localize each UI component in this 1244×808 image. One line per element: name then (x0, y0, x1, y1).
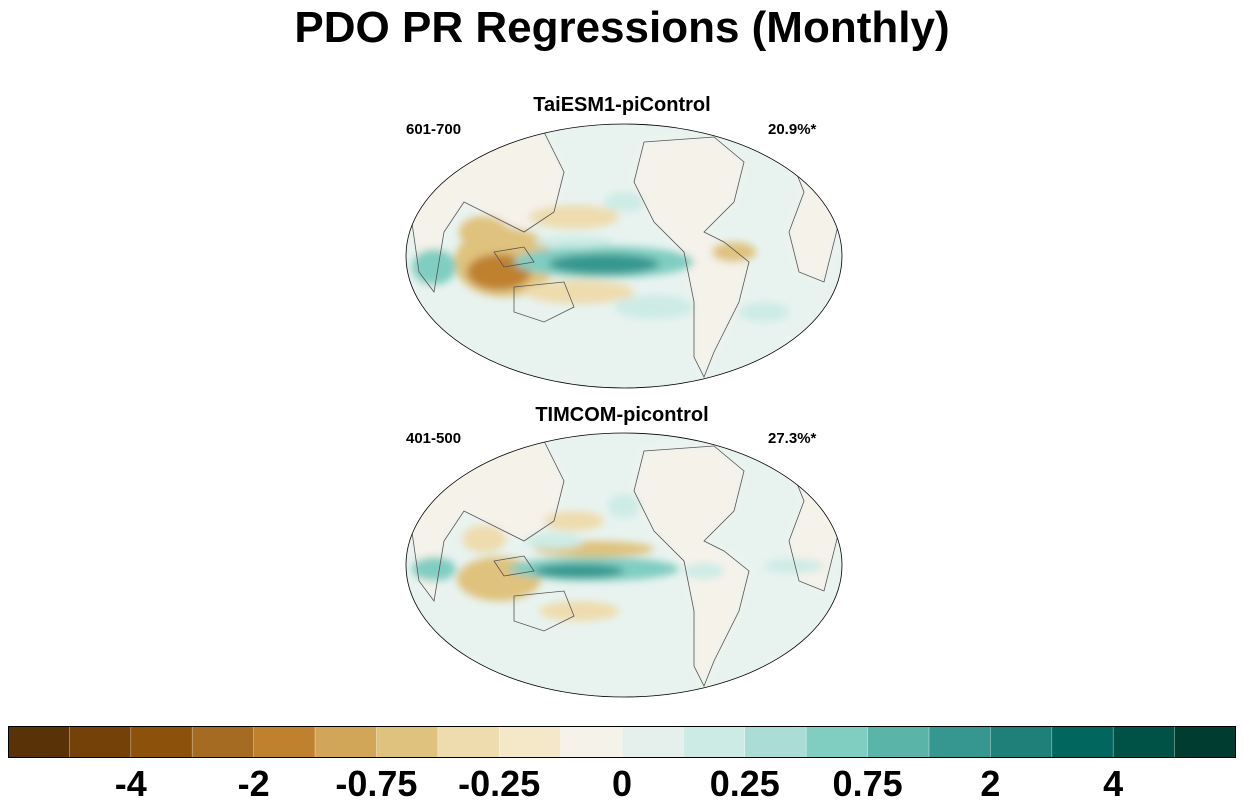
colorbar-border (8, 726, 1236, 758)
map-taiesm1 (405, 123, 843, 389)
colorbar-swatch (990, 726, 1053, 758)
panel-variance-timcom: 27.3%* (768, 430, 817, 447)
colorbar-tick-label: 4 (1103, 763, 1124, 804)
panel-variance-taiesm1: 20.9%* (768, 121, 817, 138)
colorbar (8, 726, 1236, 758)
colorbar-swatch (130, 726, 193, 758)
map-border (405, 432, 843, 698)
colorbar-swatch (253, 726, 316, 758)
colorbar-tick-label: -4 (114, 763, 147, 804)
figure-title: PDO PR Regressions (Monthly) (294, 3, 950, 52)
map-border (405, 123, 843, 389)
panel-title-taiesm1: TaiESM1-piControl (533, 94, 711, 116)
map-timcom (405, 432, 843, 698)
colorbar-tick-label: 2 (980, 763, 1001, 804)
colorbar-tick-label: 0.75 (832, 763, 903, 804)
colorbar-swatch (683, 726, 746, 758)
colorbar-swatch (8, 726, 70, 758)
colorbar-swatch (437, 726, 500, 758)
colorbar-tick-label: 0 (611, 763, 633, 804)
colorbar-swatch (867, 726, 930, 758)
colorbar-swatch (806, 726, 869, 758)
colorbar-tick-label: -0.75 (335, 763, 418, 804)
anomaly-field (409, 132, 839, 377)
colorbar-swatch (376, 726, 439, 758)
colorbar-swatch (744, 726, 807, 758)
colorbar-swatch (929, 726, 991, 758)
colorbar-swatch (1051, 726, 1114, 758)
panel-title-timcom: TIMCOM-picontrol (535, 404, 709, 426)
colorbar-tick-label: -2 (237, 763, 270, 804)
anomaly-field (409, 441, 839, 686)
panel-period-timcom: 401-500 (406, 430, 462, 447)
colorbar-swatch (69, 726, 132, 758)
panel-period-taiesm1: 601-700 (406, 121, 462, 138)
colorbar-swatch (499, 726, 562, 758)
colorbar-swatch (1174, 726, 1236, 758)
colorbar-tick-label: -0.25 (458, 763, 541, 804)
colorbar-swatch (560, 726, 623, 758)
colorbar-swatch (622, 726, 684, 758)
colorbar-swatch (192, 726, 255, 758)
colorbar-swatch (1113, 726, 1176, 758)
colorbar-swatch (315, 726, 377, 758)
colorbar-tick-label: 0.25 (709, 763, 780, 804)
